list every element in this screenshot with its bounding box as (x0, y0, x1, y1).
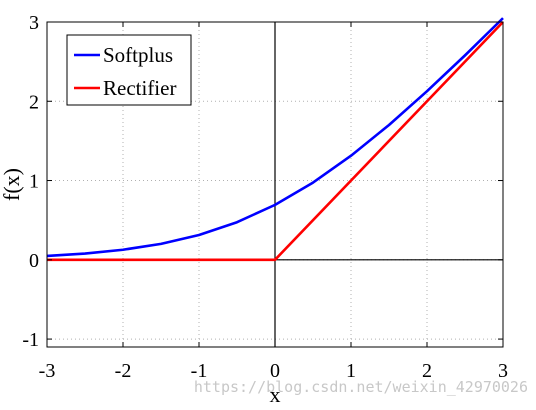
y-tick-label: 2 (29, 91, 39, 113)
legend-entry: Rectifier (103, 76, 176, 100)
series-lines (46, 17, 504, 262)
series-line-rectifier (47, 21, 504, 262)
x-axis-label: x (270, 382, 281, 407)
legend: Softplus Rectifier (66, 34, 192, 106)
watermark-text: https://blog.csdn.net/weixin_42970026 (194, 378, 528, 396)
y-tick-label: 0 (29, 250, 39, 272)
y-tick-label: 1 (29, 171, 39, 193)
x-tick-label: -2 (115, 360, 132, 382)
y-tick-label: 3 (29, 12, 39, 34)
x-tick-label: 2 (422, 360, 432, 382)
x-tick-label: 3 (498, 360, 508, 382)
ticks: -3 -2 -1 0 1 2 3 -1 0 1 2 3 (22, 12, 508, 382)
y-axis-label: f(x) (0, 168, 24, 201)
x-tick-label: -1 (191, 360, 208, 382)
legend-entry: Softplus (103, 43, 173, 67)
series-line-softplus (46, 17, 504, 258)
y-tick-label: -1 (22, 329, 39, 351)
x-tick-label: 1 (346, 360, 356, 382)
x-tick-label: -3 (39, 360, 56, 382)
x-tick-label: 0 (270, 360, 280, 382)
legend-box (66, 34, 192, 106)
